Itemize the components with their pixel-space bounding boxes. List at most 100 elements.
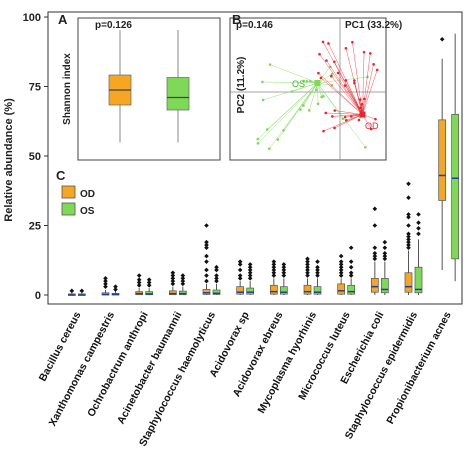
point-od (350, 115, 353, 118)
point-od (369, 127, 373, 131)
point-od (360, 102, 364, 106)
outlier-point (372, 253, 378, 259)
box-os-3 (178, 273, 187, 296)
spoke-os (267, 82, 318, 130)
point-od (372, 63, 375, 66)
outlier-point (348, 245, 354, 251)
box-body (347, 284, 356, 295)
outlier-point (406, 239, 411, 245)
outlier-point (103, 281, 108, 287)
inset-b: B p=0.146 PC1 (33.2%) PC2 (11.2%) OS OD (229, 12, 402, 161)
outlier-point (338, 262, 344, 267)
outlier-point (338, 270, 344, 276)
box-od-1 (101, 276, 110, 296)
outlier-point (305, 273, 310, 278)
outlier-point (146, 282, 152, 288)
outlier-point (204, 223, 209, 228)
inset-a: A p=0.126 Shannon index (58, 12, 221, 161)
spoke-od (322, 41, 363, 115)
outlier-point (237, 267, 243, 273)
x-tick-label: Mycoplasma hyorhinis (255, 310, 319, 416)
box-body (236, 286, 245, 295)
outlier-point (348, 273, 354, 278)
outlier-point (79, 288, 85, 294)
outlier-point (281, 273, 287, 278)
outlier-point (338, 267, 344, 273)
point-od (327, 42, 330, 45)
outlier-point (113, 284, 118, 289)
spoke-os (317, 82, 344, 119)
panel-label-a: A (58, 12, 68, 27)
outlier-point (315, 267, 320, 273)
inset-b-frame (229, 17, 387, 161)
box-body (279, 286, 288, 295)
point-od (353, 81, 356, 85)
point-od (318, 52, 321, 56)
spoke-os (257, 82, 318, 144)
outlier-point (214, 276, 219, 281)
outlier-point (247, 273, 253, 278)
point-os (299, 108, 302, 111)
spoke-os (291, 82, 318, 92)
box-os-9 (380, 239, 389, 295)
inset-b-annotation: p=0.146 (236, 20, 273, 31)
outlier-point (406, 195, 411, 200)
box-od-4 (202, 223, 211, 295)
outlier-point (271, 270, 277, 276)
outlier-point (305, 259, 310, 264)
point-os (256, 142, 260, 145)
point-os (330, 72, 334, 76)
outlier-point (103, 278, 108, 284)
inset-a-frame (77, 17, 221, 161)
y-tick-label: 100 (23, 12, 41, 24)
y-tick-label: 25 (29, 221, 41, 233)
outlier-point (372, 251, 378, 256)
outlier-point (372, 223, 378, 228)
box-body (337, 283, 346, 295)
outlier-point (281, 270, 287, 276)
outlier-point (439, 36, 445, 42)
spoke-od (337, 72, 363, 115)
outlier-point (180, 281, 186, 287)
outlier-point (348, 259, 354, 264)
spoke-od (332, 114, 363, 117)
outlier-point (281, 264, 287, 270)
outlier-point (406, 242, 411, 248)
point-os (316, 102, 320, 106)
point-os (330, 83, 334, 87)
outlier-point (204, 253, 209, 259)
outlier-point (305, 262, 310, 267)
point-os (282, 129, 285, 132)
x-tick-label: Acinetobacter baumannii (115, 310, 185, 426)
inset-a-box-os (166, 30, 190, 143)
point-od (336, 71, 340, 75)
box-od-8 (337, 253, 346, 295)
box-od-10 (404, 181, 413, 295)
outlier-point (315, 273, 320, 278)
outlier-point (406, 231, 411, 237)
inset-a-boxes (108, 30, 190, 143)
outlier-point (136, 280, 142, 285)
outlier-point (180, 273, 186, 278)
outlier-point (406, 223, 411, 228)
point-od (319, 76, 323, 80)
point-od (351, 40, 354, 44)
outlier-point (247, 264, 253, 270)
outlier-point (170, 281, 176, 287)
outlier-point (305, 270, 310, 276)
outlier-point (281, 262, 287, 267)
outlier-point (406, 181, 411, 187)
point-os (308, 109, 311, 112)
spoke-os (262, 81, 318, 84)
outlier-point (271, 264, 277, 270)
box-od-9 (370, 206, 379, 295)
centroid-od (359, 111, 366, 118)
point-os (290, 90, 294, 93)
point-od (362, 50, 366, 54)
inset-a-annotation: p=0.126 (95, 20, 132, 31)
outlier-point (406, 237, 411, 242)
outlier-point (204, 242, 209, 248)
point-os (364, 145, 367, 149)
box-od-11 (438, 36, 447, 270)
box-body (451, 113, 460, 260)
